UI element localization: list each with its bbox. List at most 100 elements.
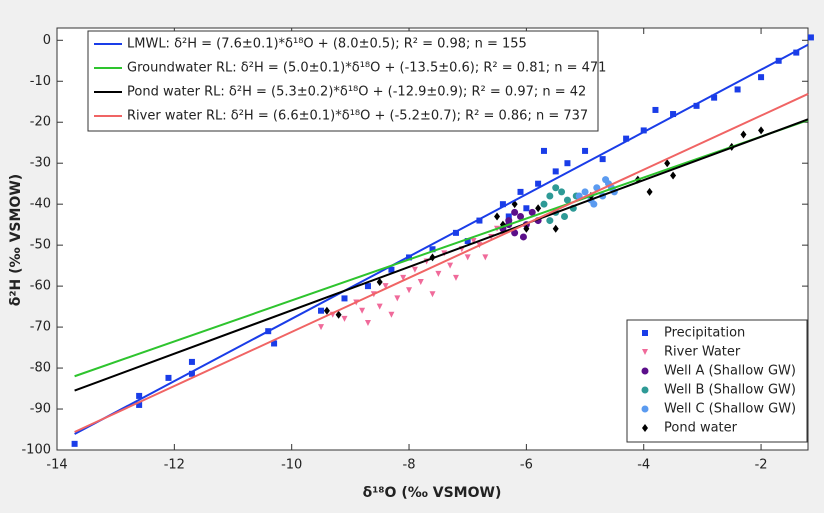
point: [482, 254, 489, 261]
point: [740, 130, 747, 139]
x-tick-label: -10: [281, 458, 302, 473]
point: [499, 201, 506, 208]
y-tick-label: -10: [30, 74, 51, 89]
regression-line: [74, 119, 809, 378]
legend-marker: [641, 405, 649, 413]
point: [136, 392, 143, 399]
point: [670, 171, 677, 180]
point: [400, 274, 407, 281]
point: [464, 254, 471, 261]
point: [561, 212, 569, 220]
legend-marker: [641, 367, 649, 375]
x-tick-label: -14: [46, 458, 67, 473]
point: [581, 188, 589, 196]
point: [582, 147, 589, 154]
point: [519, 233, 527, 241]
point: [505, 213, 512, 220]
y-tick-label: -100: [21, 443, 51, 458]
point: [476, 217, 483, 224]
point: [564, 160, 571, 167]
point: [464, 238, 471, 245]
x-tick-label: -8: [403, 458, 416, 473]
point: [452, 274, 459, 281]
legend-marker: [642, 330, 648, 336]
point: [394, 295, 401, 302]
point: [429, 291, 436, 298]
point: [758, 126, 765, 135]
legend-label: Pond water: [664, 421, 738, 436]
point: [452, 229, 459, 236]
legend-marker: [642, 349, 648, 355]
point: [364, 319, 371, 326]
point: [807, 34, 814, 41]
point: [546, 217, 554, 225]
x-tick-label: -4: [637, 458, 650, 473]
point: [711, 94, 718, 101]
point: [429, 246, 436, 253]
legend-marker: [641, 386, 649, 394]
point: [599, 156, 606, 163]
point: [734, 86, 741, 93]
y-tick-label: -50: [30, 238, 51, 253]
point: [640, 127, 647, 134]
regression-line: [74, 93, 809, 433]
legend-label: Well B (Shallow GW): [664, 383, 796, 398]
point: [323, 306, 330, 315]
point: [341, 315, 348, 322]
point: [528, 208, 536, 216]
regression-line: [74, 43, 809, 435]
point: [188, 370, 195, 377]
y-tick-label: -90: [30, 402, 51, 417]
point: [602, 176, 610, 184]
point: [517, 188, 524, 195]
point: [552, 184, 560, 192]
point: [563, 196, 571, 204]
point: [188, 358, 195, 365]
y-tick-label: -40: [30, 197, 51, 212]
point: [623, 135, 630, 142]
point: [552, 224, 559, 233]
regression-line: [74, 118, 809, 392]
legend-label: Groundwater RL: δ²H = (5.0±0.1)*δ¹⁸O + (…: [127, 61, 606, 76]
point: [546, 192, 554, 200]
point: [359, 307, 366, 314]
point: [376, 278, 383, 287]
point: [447, 262, 454, 269]
point: [540, 147, 547, 154]
point: [664, 159, 671, 168]
point: [388, 311, 395, 318]
legend-box: [626, 319, 808, 443]
x-tick-label: -6: [520, 458, 533, 473]
legend-label: River Water: [664, 345, 741, 360]
point: [417, 279, 424, 286]
point: [670, 111, 677, 118]
point: [793, 49, 800, 56]
y-tick-label: 0: [43, 33, 51, 48]
y-axis-label: δ²H (‰ VSMOW): [8, 174, 24, 306]
point: [136, 401, 143, 408]
point: [376, 303, 383, 310]
legend-label: Precipitation: [664, 326, 745, 341]
point: [318, 324, 325, 331]
legend-box: [87, 30, 599, 132]
y-tick-label: -70: [30, 320, 51, 335]
point: [535, 180, 542, 187]
legend-label: Pond water RL: δ²H = (5.3±0.2)*δ¹⁸O + (-…: [127, 85, 586, 100]
point: [535, 204, 542, 213]
point: [411, 266, 418, 273]
legend-label: LMWL: δ²H = (7.6±0.1)*δ¹⁸O + (8.0±0.5); …: [127, 37, 527, 52]
legend-label: Well C (Shallow GW): [664, 402, 796, 417]
y-tick-label: -30: [30, 156, 51, 171]
point: [517, 212, 525, 220]
point: [470, 238, 477, 245]
point: [511, 229, 519, 237]
point: [494, 212, 501, 221]
point: [364, 283, 371, 290]
legend-label: River water RL: δ²H = (6.6±0.1)*δ¹⁸O + (…: [127, 109, 588, 124]
point: [540, 200, 548, 208]
point: [558, 188, 566, 196]
point: [523, 205, 530, 212]
point: [646, 187, 653, 196]
